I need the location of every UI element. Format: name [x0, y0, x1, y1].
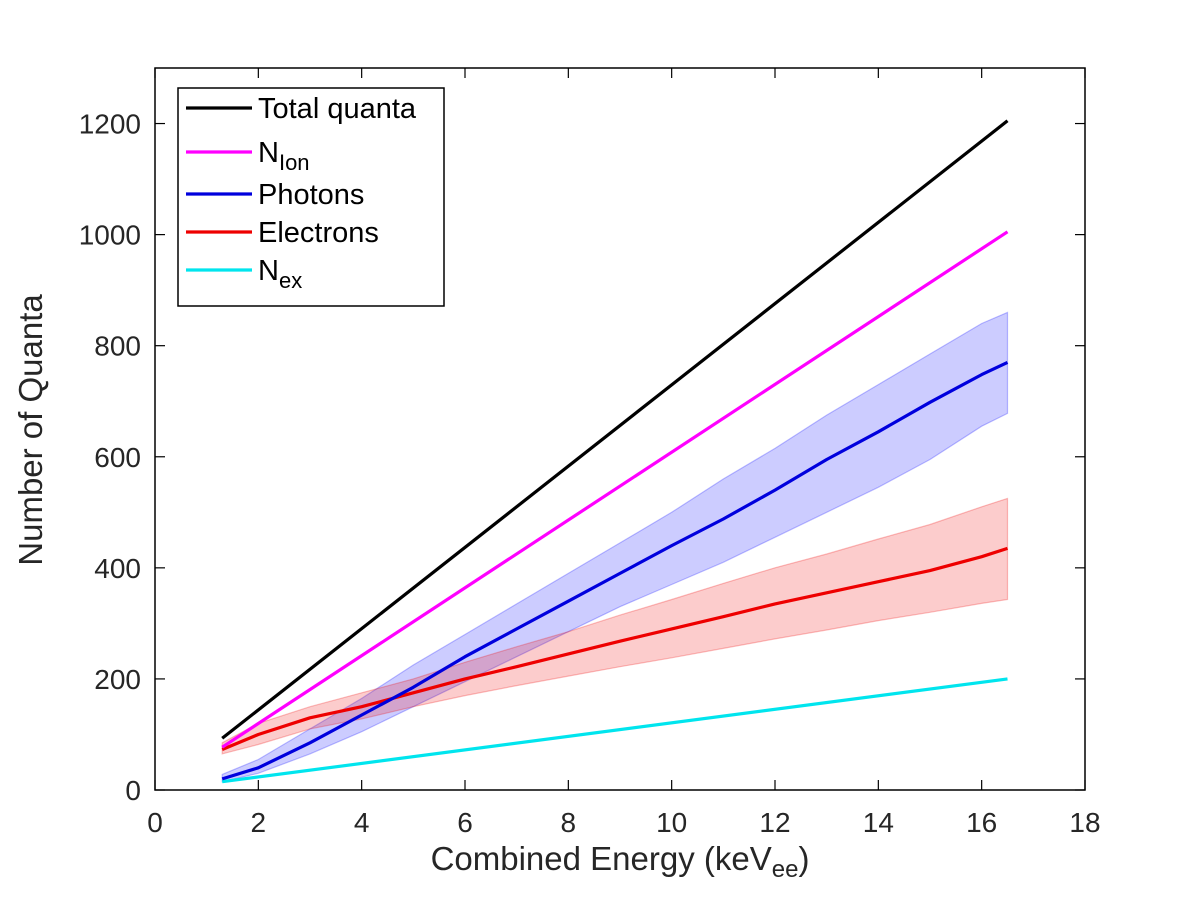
x-tick-label: 10	[656, 807, 687, 838]
x-tick-label: 0	[147, 807, 163, 838]
x-axis-title-sub: ee	[772, 856, 799, 883]
legend-label-sub: ex	[279, 268, 302, 293]
x-tick-label: 6	[457, 807, 473, 838]
x-tick-label: 2	[251, 807, 267, 838]
y-tick-label: 1000	[79, 220, 141, 251]
x-axis-title: Combined Energy (keVee)	[431, 840, 810, 883]
nion-line	[221, 230, 1009, 749]
legend-entry-nion: NIon	[186, 137, 310, 175]
y-tick-label: 600	[94, 442, 141, 473]
x-tick-label: 12	[759, 807, 790, 838]
x-tick-label: 4	[354, 807, 370, 838]
series-lines	[221, 119, 1009, 784]
legend-label-main: N	[258, 255, 279, 287]
total-line	[221, 119, 1009, 740]
legend-label-photons: Photons	[258, 179, 364, 211]
x-tick-labels: 0 2 4 6 8 10 12 14 16 18	[147, 807, 1100, 838]
y-axis-title: Number of Quanta	[12, 294, 49, 566]
photons-band	[221, 311, 1009, 783]
legend-label-electrons: Electrons	[258, 217, 379, 249]
y-tick-label: 0	[125, 775, 141, 806]
x-tick-label: 8	[561, 807, 577, 838]
y-tick-label: 1200	[79, 109, 141, 140]
legend-label-total: Total quanta	[258, 93, 417, 125]
legend-label-main: N	[258, 137, 279, 169]
electrons-band	[221, 497, 1009, 755]
x-axis-title-main: Combined Energy (keV	[431, 840, 772, 877]
legend-label-main: Electrons	[258, 217, 379, 249]
photons-line	[221, 360, 1009, 781]
y-tick-label: 200	[94, 664, 141, 695]
nex-line	[221, 677, 1008, 784]
legend-entry-nex: Nex	[186, 255, 302, 293]
x-tick-label: 14	[863, 807, 894, 838]
legend-label-nion: NIon	[258, 137, 310, 175]
y-tick-label: 400	[94, 553, 141, 584]
x-tick-label: 18	[1069, 807, 1100, 838]
electrons-line	[221, 546, 1008, 751]
legend-entry-electrons: Electrons	[186, 217, 379, 249]
x-tick-label: 16	[966, 807, 997, 838]
legend-label-main: Photons	[258, 179, 364, 211]
plot-frame	[154, 67, 1086, 791]
y-tick-label: 800	[94, 331, 141, 362]
axis-ticks	[154, 68, 1086, 791]
legend-label-main: Total quanta	[258, 93, 417, 125]
legend-label-nex: Nex	[258, 255, 302, 293]
legend-label-sub: Ion	[279, 150, 310, 175]
legend-entry-photons: Photons	[186, 179, 364, 211]
y-tick-labels: 0 200 400 600 800 1000 1200	[79, 109, 141, 806]
x-axis-title-suffix: )	[798, 840, 809, 877]
legend-entry-total: Total quanta	[186, 93, 417, 125]
